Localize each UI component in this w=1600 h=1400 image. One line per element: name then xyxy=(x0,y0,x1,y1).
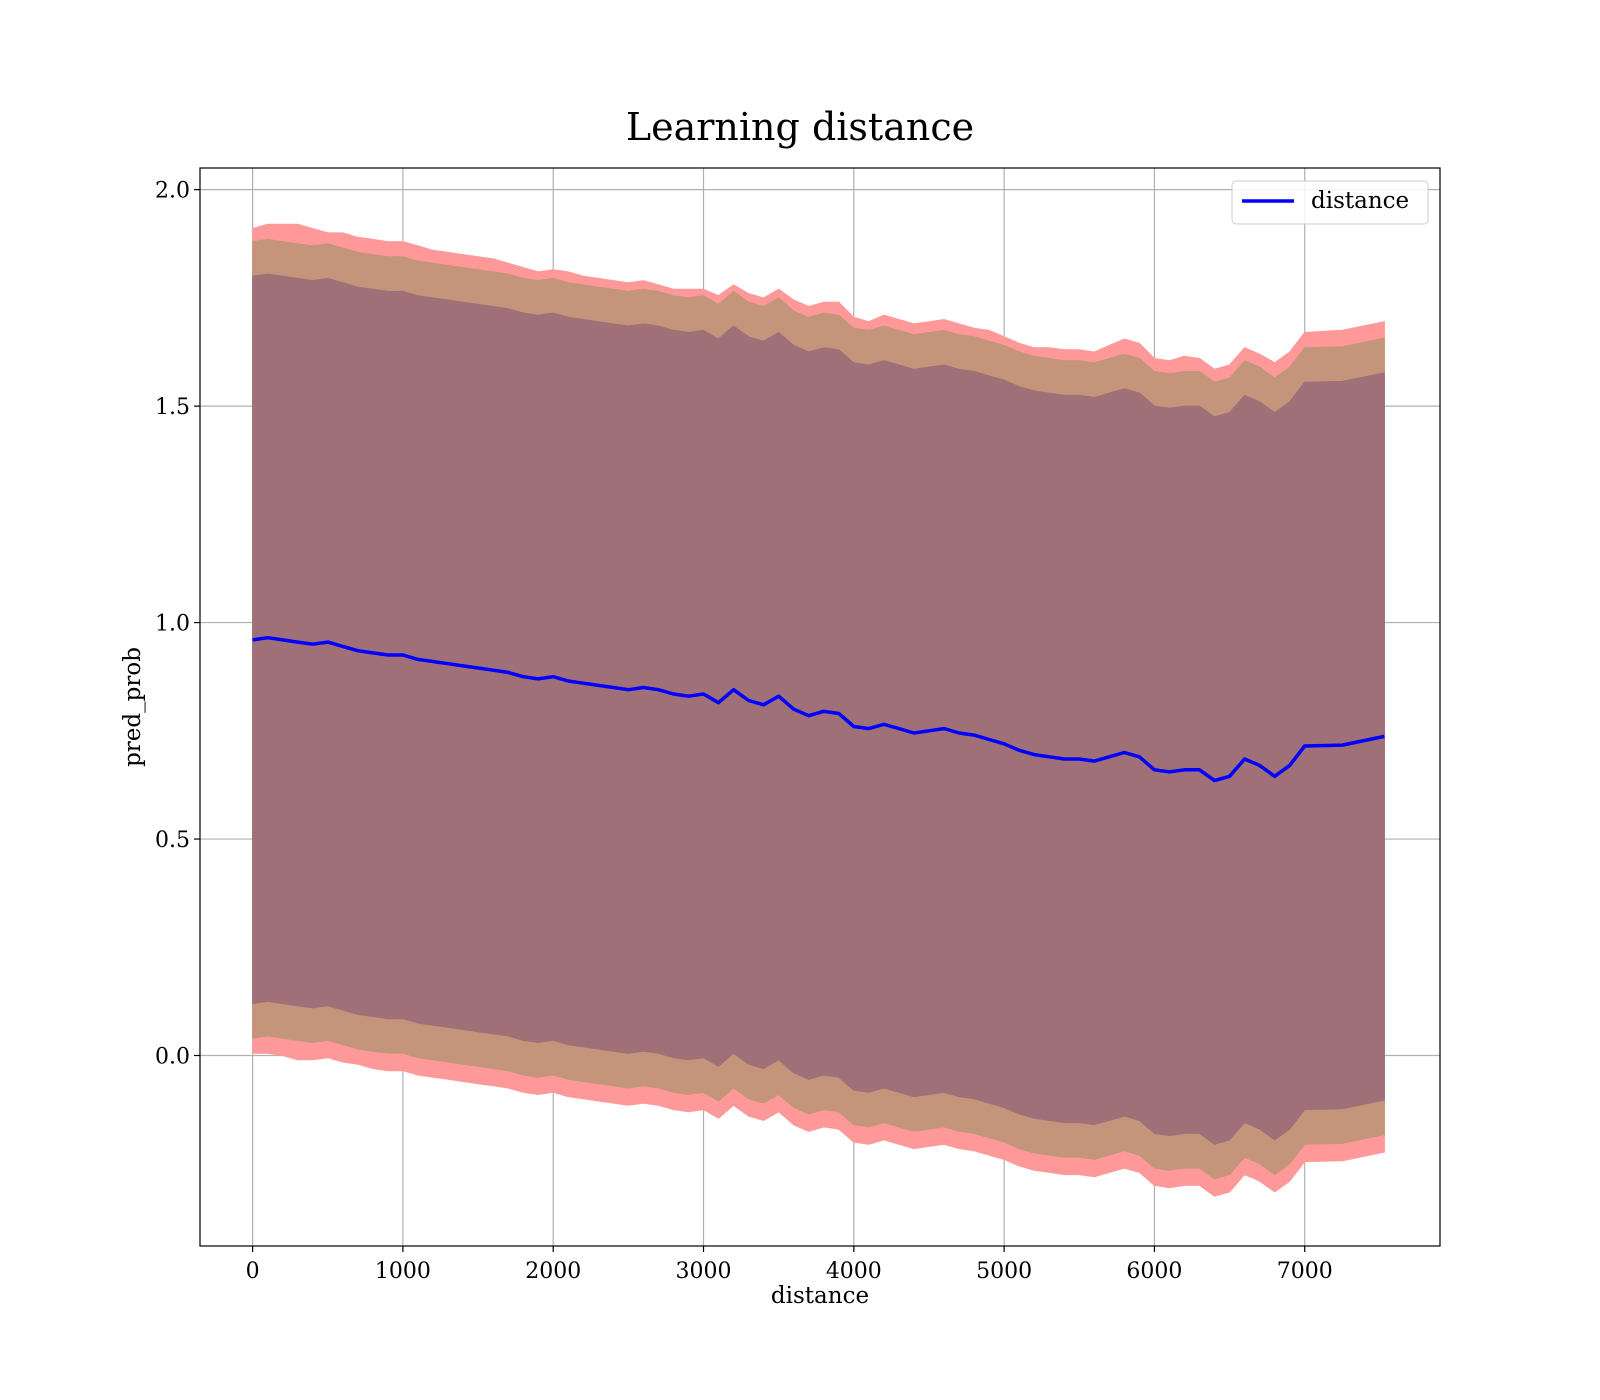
y-axis-label: pred_prob xyxy=(120,647,146,767)
plot-frame xyxy=(199,167,1441,1247)
legend-label-distance: distance xyxy=(1311,188,1409,214)
y-tick-label: 1.0 xyxy=(155,612,190,637)
x-axis-label: distance xyxy=(771,1283,869,1309)
legend: distance xyxy=(1231,180,1429,225)
x-tick-label: 7000 xyxy=(1277,1259,1333,1284)
band-inner xyxy=(252,273,1385,1145)
y-tick-label: 1.5 xyxy=(155,395,190,420)
x-tick-label: 3000 xyxy=(676,1259,732,1284)
x-tick-label: 0 xyxy=(246,1259,260,1284)
chart-title: Learning distance xyxy=(626,105,974,149)
y-tick-label: 2.0 xyxy=(155,179,190,204)
series-line-distance xyxy=(252,635,1385,783)
x-tick-label: 1000 xyxy=(375,1259,431,1284)
legend-box xyxy=(1231,180,1429,225)
x-tick-label: 5000 xyxy=(976,1259,1032,1284)
y-tick-label: 0.5 xyxy=(155,828,190,853)
y-tick-label: 0.0 xyxy=(155,1045,190,1070)
x-tick-label: 6000 xyxy=(1126,1259,1182,1284)
line-layer xyxy=(252,635,1385,783)
band-layer xyxy=(252,223,1385,1197)
x-tick-label: 4000 xyxy=(826,1259,882,1284)
x-tick-label: 2000 xyxy=(525,1259,581,1284)
tick-layer: 0 1000 2000 3000 4000 5000 6000 7000 0.0 0.5 1.0 1.… xyxy=(155,179,1333,1284)
